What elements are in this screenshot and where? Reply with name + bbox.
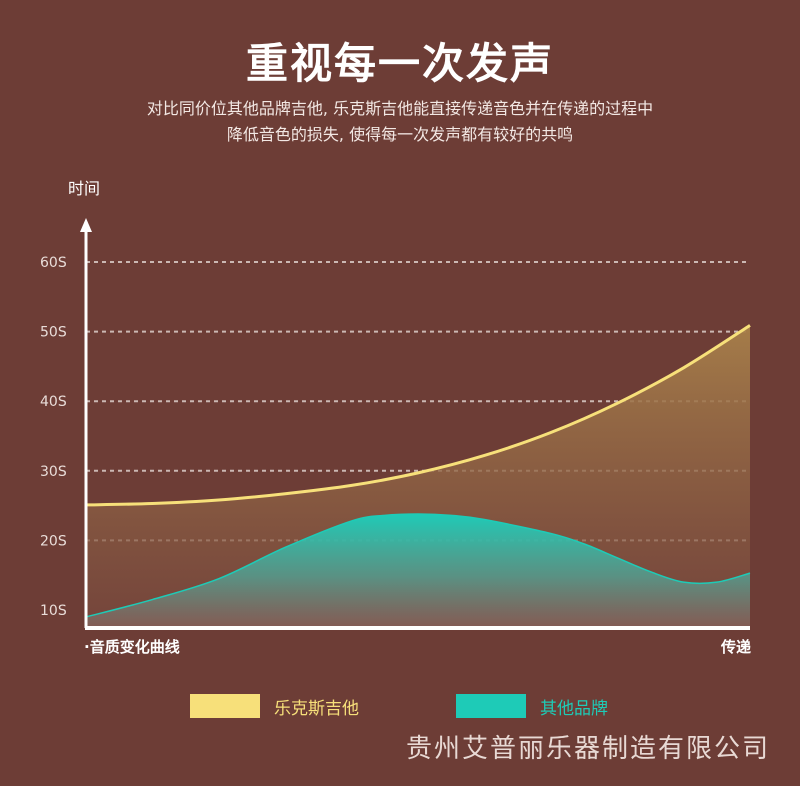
page-title: 重视每一次发声 (245, 39, 554, 88)
series-line-0 (85, 324, 751, 507)
y-tick-label-40S: 40S (40, 394, 67, 410)
x-axis-label-right: 传递 (720, 638, 751, 656)
legend-label-lekesi: 乐克斯吉他 (274, 698, 359, 719)
page-subtitle: 对比同价位其他品牌吉他, 乐克斯吉他能直接传递音色并在传递的过程中 降低音色的损… (60, 96, 740, 148)
series-line-1 (85, 513, 751, 618)
company-name: 贵州艾普丽乐器制造有限公司 (405, 734, 770, 764)
legend-item-other: 其他品牌 (456, 694, 608, 719)
y-axis-label: 时间 (68, 179, 100, 198)
legend-item-lekesi: 乐克斯吉他 (190, 694, 359, 719)
y-tick-label-10S: 10S (40, 603, 67, 619)
legend-swatch-other (456, 694, 526, 718)
subtitle-line-1: 对比同价位其他品牌吉他, 乐克斯吉他能直接传递音色并在传递的过程中 (146, 99, 654, 118)
y-tick-label-30S: 30S (40, 464, 67, 480)
y-axis-arrow-icon (80, 218, 92, 232)
x-axis-label-left: ·音质变化曲线 (84, 638, 180, 656)
legend-label-other: 其他品牌 (540, 698, 608, 719)
y-tick-label-50S: 50S (40, 325, 67, 341)
y-tick-label-20S: 20S (40, 533, 67, 549)
subtitle-line-2: 降低音色的损失, 使得每一次发声都有较好的共鸣 (226, 125, 574, 144)
series-area-1 (86, 513, 750, 628)
legend-swatch-lekesi (190, 694, 260, 718)
y-tick-label-60S: 60S (40, 255, 67, 271)
